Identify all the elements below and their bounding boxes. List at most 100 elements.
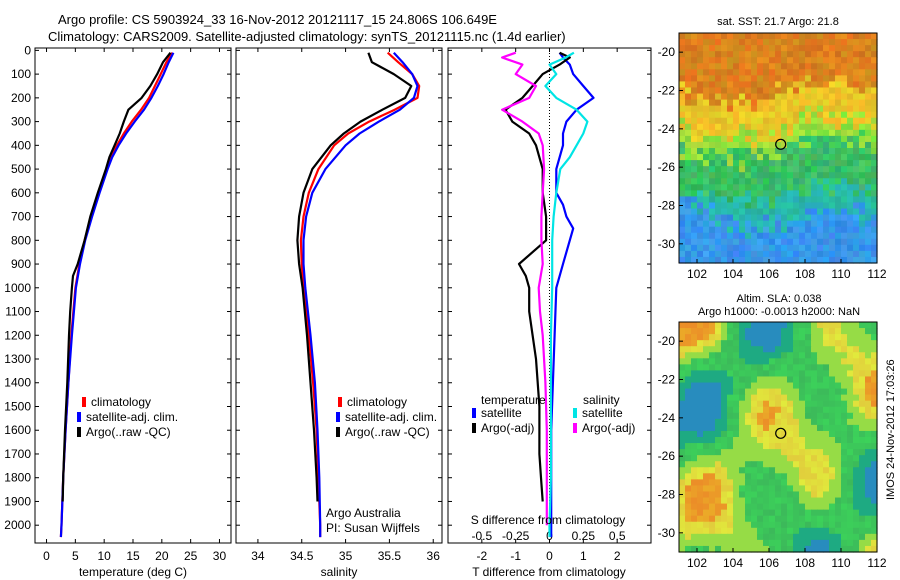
heatmap-cell <box>793 545 800 553</box>
heatmap-cell <box>697 154 704 161</box>
heatmap-cell <box>865 63 872 70</box>
heatmap-cell <box>823 208 830 216</box>
heatmap-cell <box>775 545 782 553</box>
heatmap-cell <box>679 214 686 222</box>
heatmap-cell <box>793 69 800 76</box>
heatmap-cell <box>871 238 878 246</box>
heatmap-cell <box>775 93 782 101</box>
heatmap-cell <box>835 406 842 414</box>
heatmap-cell <box>835 93 842 101</box>
heatmap-cell <box>751 63 758 70</box>
heatmap-cell <box>775 178 782 185</box>
heatmap-cell <box>703 166 710 173</box>
heatmap-cell <box>787 334 794 341</box>
heatmap-cell <box>733 328 740 335</box>
heatmap-cell <box>835 166 842 173</box>
heatmap-cell <box>763 141 770 149</box>
heatmap-cell <box>781 51 788 58</box>
heatmap-cell <box>805 467 812 474</box>
heatmap-cell <box>811 406 818 414</box>
heatmap-cell <box>805 340 812 347</box>
heatmap-cell <box>817 190 824 198</box>
heatmap-cell <box>847 461 854 468</box>
heatmap-cell <box>817 467 824 474</box>
t-difference-x-label: T difference from climatology <box>472 565 626 579</box>
heatmap-cell <box>703 129 710 137</box>
heatmap-cell <box>829 388 836 396</box>
heatmap-cell <box>865 394 872 402</box>
heatmap-cell <box>859 33 866 40</box>
heatmap-cell <box>859 238 866 246</box>
heatmap-cell <box>751 527 758 535</box>
heatmap-cell <box>769 154 776 161</box>
heatmap-cell <box>691 539 698 547</box>
heatmap-cell <box>811 39 818 46</box>
depth-tick-label: 300 <box>11 115 31 129</box>
heatmap-cell <box>847 328 854 335</box>
heatmap-cell <box>847 75 854 83</box>
heatmap-cell <box>769 449 776 456</box>
heatmap-cell <box>865 141 872 149</box>
heatmap-cell <box>793 214 800 222</box>
heatmap-cell <box>805 123 812 131</box>
heatmap-cell <box>787 509 794 517</box>
heatmap-cell <box>799 406 806 414</box>
heatmap-cell <box>703 437 710 444</box>
heatmap-cell <box>805 473 812 480</box>
heatmap-cell <box>751 443 758 450</box>
heatmap-cell <box>733 148 740 155</box>
heatmap-cell <box>685 93 692 101</box>
heatmap-cell <box>817 461 824 468</box>
x-tick-label: 30 <box>213 549 227 563</box>
heatmap-cell <box>769 166 776 173</box>
heatmap-cell <box>853 166 860 173</box>
heatmap-cell <box>733 51 740 58</box>
heatmap-cell <box>799 527 806 535</box>
sst-map-panel: sat. SST: 21.7 Argo: 21.8 102 104 106 108 11… <box>658 16 887 281</box>
heatmap-cell <box>727 437 734 444</box>
heatmap-cell <box>733 358 740 365</box>
heatmap-cell <box>727 497 734 505</box>
heatmap-cell <box>817 208 824 216</box>
heatmap-cell <box>835 533 842 541</box>
heatmap-cell <box>745 111 752 119</box>
heatmap-cell <box>835 430 842 438</box>
heatmap-cell <box>727 208 734 216</box>
heatmap-cell <box>811 545 818 553</box>
heatmap-cell <box>823 334 830 341</box>
heatmap-cell <box>775 473 782 480</box>
heatmap-cell <box>799 178 806 185</box>
heatmap-cell <box>733 461 740 468</box>
heatmap-cell <box>817 503 824 511</box>
heatmap-cell <box>793 123 800 131</box>
heatmap-cell <box>751 388 758 396</box>
heatmap-cell <box>757 358 764 365</box>
heatmap-cell <box>793 135 800 143</box>
heatmap-cell <box>733 166 740 173</box>
heatmap-cell <box>703 539 710 547</box>
heatmap-cell <box>817 160 824 167</box>
heatmap-cell <box>835 382 842 390</box>
heatmap-cell <box>703 322 710 329</box>
heatmap-cell <box>715 340 722 347</box>
heatmap-cell <box>715 87 722 95</box>
heatmap-cell <box>763 250 770 258</box>
heatmap-cell <box>871 443 878 450</box>
heatmap-cell <box>685 39 692 46</box>
heatmap-cell <box>727 148 734 155</box>
heatmap-cell <box>685 232 692 240</box>
heatmap-cell <box>793 256 800 264</box>
heatmap-cell <box>763 166 770 173</box>
heatmap-cell <box>793 244 800 252</box>
heatmap-cell <box>679 328 686 335</box>
heatmap-cell <box>697 400 704 408</box>
heatmap-cell <box>847 376 854 384</box>
heatmap-cell <box>715 503 722 511</box>
heatmap-cell <box>751 172 758 179</box>
heatmap-cell <box>775 214 782 222</box>
heatmap-cell <box>709 539 716 547</box>
heatmap-cell <box>823 418 830 426</box>
heatmap-cell <box>709 117 716 125</box>
heatmap-cell <box>793 196 800 204</box>
heatmap-cell <box>841 388 848 396</box>
